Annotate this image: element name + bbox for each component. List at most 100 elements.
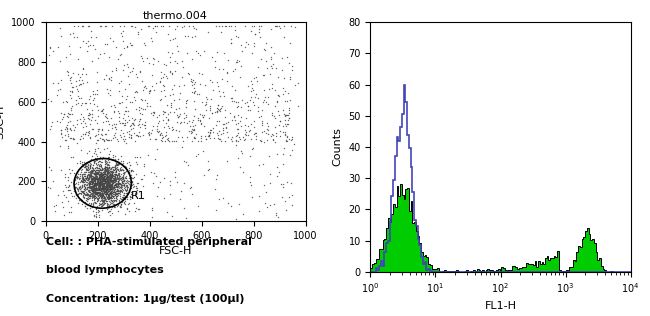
Point bbox=[104, 182, 114, 187]
Point bbox=[293, 80, 304, 85]
Point bbox=[117, 182, 127, 187]
Point bbox=[217, 104, 228, 109]
Point bbox=[107, 190, 118, 195]
Point bbox=[108, 190, 118, 195]
Point bbox=[184, 128, 194, 133]
Point bbox=[121, 96, 131, 101]
Point bbox=[233, 130, 243, 135]
Point bbox=[239, 131, 250, 137]
Point bbox=[105, 183, 115, 188]
Point bbox=[96, 169, 106, 174]
Point bbox=[198, 112, 209, 118]
Point bbox=[99, 147, 109, 152]
Point bbox=[104, 173, 114, 179]
Point bbox=[111, 163, 122, 168]
Point bbox=[91, 190, 101, 195]
Point bbox=[167, 91, 177, 96]
Point bbox=[115, 205, 125, 210]
Point bbox=[97, 170, 107, 175]
Point bbox=[235, 136, 245, 141]
Point bbox=[69, 24, 79, 29]
Point bbox=[86, 34, 96, 40]
Point bbox=[187, 192, 198, 197]
Point bbox=[107, 173, 117, 178]
Point bbox=[92, 182, 102, 187]
Point bbox=[118, 179, 128, 184]
Point bbox=[98, 203, 109, 208]
Point bbox=[100, 159, 110, 164]
Point bbox=[92, 177, 103, 182]
Point bbox=[99, 176, 110, 181]
Point bbox=[96, 132, 106, 137]
Point bbox=[125, 70, 135, 75]
Point bbox=[172, 179, 182, 184]
Point bbox=[203, 115, 214, 120]
Point bbox=[118, 176, 129, 181]
Point bbox=[99, 177, 109, 182]
Point bbox=[94, 51, 105, 56]
Point bbox=[214, 137, 224, 142]
Point bbox=[103, 173, 113, 178]
Point bbox=[70, 184, 80, 189]
Point bbox=[81, 167, 92, 172]
Point bbox=[114, 118, 124, 124]
Point bbox=[280, 88, 290, 93]
Point bbox=[104, 178, 114, 183]
Point bbox=[88, 194, 99, 199]
Point bbox=[102, 185, 112, 190]
Point bbox=[60, 137, 70, 143]
Point bbox=[243, 103, 254, 108]
Point bbox=[86, 161, 96, 167]
Point bbox=[99, 193, 109, 198]
Point bbox=[97, 181, 107, 186]
Point bbox=[64, 166, 75, 171]
Point bbox=[109, 121, 120, 126]
Point bbox=[83, 188, 94, 193]
Point bbox=[88, 175, 99, 180]
Point bbox=[213, 88, 224, 94]
Point bbox=[104, 187, 114, 192]
Point bbox=[97, 175, 107, 180]
Point bbox=[131, 183, 141, 188]
Point bbox=[259, 128, 270, 133]
Point bbox=[103, 183, 114, 188]
Point bbox=[103, 182, 113, 187]
Point bbox=[84, 176, 94, 181]
Point bbox=[73, 191, 84, 196]
Point bbox=[116, 52, 126, 57]
Point bbox=[77, 179, 87, 184]
Point bbox=[96, 188, 107, 193]
Point bbox=[84, 181, 94, 186]
Point bbox=[130, 24, 140, 29]
Point bbox=[120, 201, 131, 206]
Point bbox=[231, 216, 242, 222]
Point bbox=[84, 135, 95, 140]
Point bbox=[94, 159, 105, 164]
Point bbox=[87, 178, 98, 183]
Point bbox=[44, 165, 54, 170]
Point bbox=[103, 187, 114, 192]
Point bbox=[97, 108, 107, 113]
Point bbox=[71, 102, 81, 107]
Point bbox=[106, 156, 116, 161]
Point bbox=[147, 206, 157, 211]
Text: blood lymphocytes: blood lymphocytes bbox=[46, 265, 163, 276]
Point bbox=[65, 136, 75, 141]
Point bbox=[90, 183, 100, 188]
Point bbox=[106, 197, 116, 202]
Point bbox=[83, 189, 94, 194]
Point bbox=[66, 179, 76, 184]
Point bbox=[90, 180, 100, 185]
Point bbox=[156, 96, 166, 101]
Point bbox=[110, 178, 120, 183]
Point bbox=[112, 186, 122, 191]
Point bbox=[101, 188, 112, 193]
Point bbox=[156, 76, 166, 81]
Point bbox=[183, 34, 194, 39]
Point bbox=[187, 120, 197, 125]
Point bbox=[62, 187, 73, 192]
Point bbox=[101, 175, 111, 180]
Point bbox=[88, 183, 99, 188]
Point bbox=[84, 173, 94, 178]
Point bbox=[105, 178, 116, 183]
